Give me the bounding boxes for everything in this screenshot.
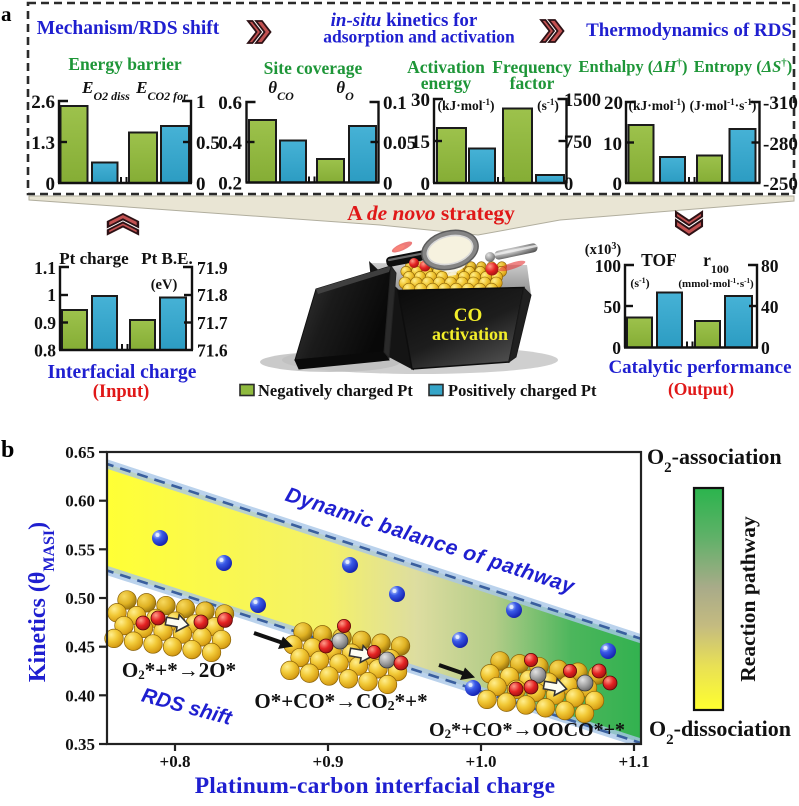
svg-text:-250: -250 [763, 174, 798, 195]
svg-text:Entropy (ΔS†): Entropy (ΔS†) [694, 57, 793, 76]
svg-text:O*+CO*→CO2*+*: O*+CO*→CO2*+* [254, 689, 427, 714]
svg-text:Site coverage: Site coverage [264, 58, 363, 78]
svg-text:0.35: 0.35 [65, 735, 95, 754]
svg-text:(s-1): (s-1) [537, 97, 559, 113]
svg-text:1: 1 [196, 92, 206, 113]
svg-text:+1.1: +1.1 [619, 752, 650, 771]
svg-text:0: 0 [46, 174, 56, 195]
svg-text:1500: 1500 [564, 91, 601, 111]
svg-text:TOF: TOF [641, 250, 677, 270]
svg-text:0.45: 0.45 [65, 638, 95, 657]
svg-text:Pt charge: Pt charge [59, 249, 129, 268]
svg-text:0.55: 0.55 [65, 540, 95, 559]
svg-text:ECO2 for: ECO2 for [135, 78, 188, 103]
svg-text:0.40: 0.40 [65, 686, 95, 705]
svg-text:Negatively charged Pt: Negatively charged Pt [258, 381, 413, 400]
svg-text:(mmol·mol-1·s-1): (mmol·mol-1·s-1) [678, 277, 754, 290]
svg-text:0.4: 0.4 [218, 133, 242, 154]
svg-text:0.05: 0.05 [383, 133, 416, 154]
svg-text:0: 0 [761, 338, 770, 358]
svg-text:θO: θO [336, 78, 354, 103]
svg-text:(Output): (Output) [668, 379, 734, 399]
svg-text:2.6: 2.6 [31, 92, 55, 113]
svg-text:b: b [1, 437, 14, 463]
svg-text:Energy barrier: Energy barrier [68, 54, 181, 74]
svg-text:energy: energy [421, 73, 472, 93]
svg-text:0.60: 0.60 [65, 492, 95, 511]
svg-text:+0.8: +0.8 [160, 752, 191, 771]
svg-text:71.8: 71.8 [197, 285, 228, 305]
svg-text:10: 10 [603, 134, 622, 155]
svg-text:EO2 diss: EO2 diss [81, 78, 130, 103]
svg-text:0: 0 [196, 174, 206, 195]
svg-text:Frequency: Frequency [492, 57, 572, 77]
svg-text:factor: factor [510, 73, 555, 93]
svg-text:0.8: 0.8 [34, 341, 56, 361]
svg-text:0.2: 0.2 [218, 174, 242, 195]
svg-text:1: 1 [47, 285, 56, 305]
svg-text:50: 50 [604, 297, 622, 317]
svg-text:(Input): (Input) [93, 382, 150, 402]
svg-text:30: 30 [411, 90, 430, 111]
svg-text:(J·mol-1·s-1): (J·mol-1·s-1) [690, 97, 757, 113]
svg-text:0.5: 0.5 [196, 133, 220, 154]
svg-text:Platinum-carbon interfacial ch: Platinum-carbon interfacial charge [195, 773, 556, 799]
svg-text:Activation: Activation [407, 57, 485, 77]
svg-text:40: 40 [761, 297, 779, 317]
svg-text:71.6: 71.6 [197, 341, 228, 361]
svg-text:(eV): (eV) [151, 277, 178, 293]
svg-text:in-situ kinetics for: in-situ kinetics for [331, 10, 478, 31]
svg-text:activation: activation [432, 324, 508, 344]
svg-text:Mechanism/RDS shift: Mechanism/RDS shift [37, 18, 220, 39]
svg-text:0: 0 [421, 174, 431, 195]
svg-text:0: 0 [564, 175, 573, 195]
svg-text:0.50: 0.50 [65, 589, 95, 608]
svg-text:Pt B.E.: Pt B.E. [141, 249, 192, 268]
svg-text:0.6: 0.6 [218, 93, 242, 114]
svg-text:0.65: 0.65 [65, 443, 95, 462]
svg-text:adsorption and activation: adsorption and activation [323, 27, 515, 47]
svg-text:0.9: 0.9 [34, 313, 56, 333]
svg-text:750: 750 [564, 133, 592, 153]
svg-text:0: 0 [383, 174, 393, 195]
svg-text:Reaction pathway: Reaction pathway [736, 516, 760, 682]
svg-text:A de novo strategy: A de novo strategy [347, 201, 515, 225]
svg-text:100: 100 [595, 256, 622, 276]
svg-text:+1.0: +1.0 [466, 752, 497, 771]
svg-text:1.1: 1.1 [34, 258, 56, 278]
svg-text:80: 80 [761, 256, 779, 276]
svg-text:0: 0 [613, 174, 623, 195]
svg-text:+0.9: +0.9 [313, 752, 344, 771]
svg-text:(s-1): (s-1) [630, 276, 649, 291]
svg-text:Enthalpy (ΔH†): Enthalpy (ΔH†) [579, 57, 688, 76]
svg-text:CO: CO [454, 305, 483, 326]
svg-text:O2*+CO*→OOCO*+*: O2*+CO*→OOCO*+* [429, 719, 625, 741]
svg-text:θCO: θCO [268, 78, 294, 103]
svg-text:15: 15 [411, 132, 430, 153]
svg-text:(kJ·mol-1): (kJ·mol-1) [437, 97, 494, 113]
svg-text:71.7: 71.7 [197, 313, 228, 333]
svg-text:-280: -280 [763, 134, 798, 155]
svg-text:Interfacial charge: Interfacial charge [48, 362, 197, 383]
svg-text:1.3: 1.3 [31, 133, 55, 154]
svg-text:0: 0 [612, 338, 621, 358]
svg-text:20: 20 [604, 93, 623, 114]
svg-text:Positively charged Pt: Positively charged Pt [448, 381, 597, 400]
svg-text:-310: -310 [763, 93, 798, 114]
svg-text:(kJ·mol-1): (kJ·mol-1) [628, 97, 685, 113]
svg-text:71.9: 71.9 [197, 258, 228, 278]
svg-text:a: a [1, 2, 12, 26]
svg-text:0.1: 0.1 [383, 93, 407, 114]
svg-text:Thermodynamics of RDS: Thermodynamics of RDS [586, 20, 792, 41]
svg-text:Catalytic performance: Catalytic performance [608, 357, 791, 378]
